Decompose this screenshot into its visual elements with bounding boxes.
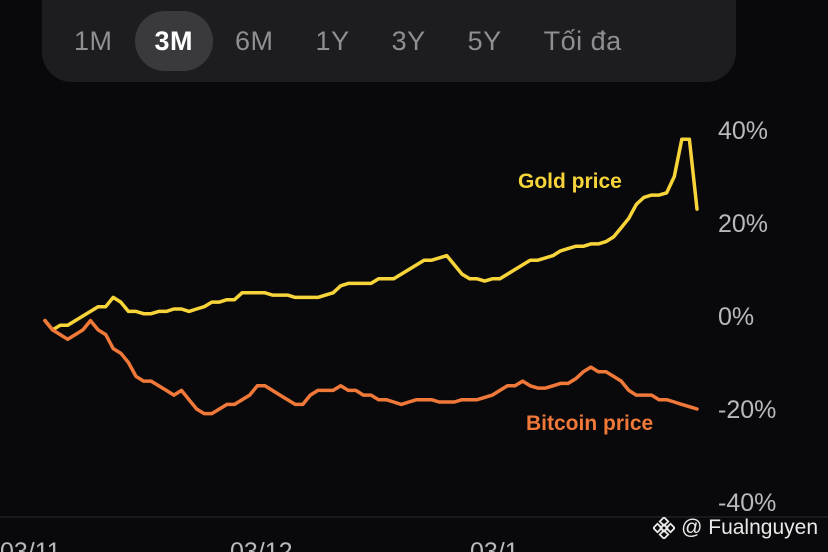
time-range-selector: 1M 3M 6M 1Y 3Y 5Y Tối đa	[42, 0, 736, 82]
annotation-bitcoin-price: Bitcoin price	[526, 412, 653, 435]
watermark: @ Fualnguyen	[653, 516, 818, 540]
y-tick-label: 0%	[718, 303, 754, 331]
binance-logo-icon	[653, 517, 676, 539]
range-tab-3y[interactable]: 3Y	[391, 25, 426, 56]
annotation-gold-price: Gold price	[518, 170, 622, 193]
range-tab-5y[interactable]: 5Y	[467, 25, 502, 56]
series-line-bitcoin-price	[43, 318, 699, 416]
watermark-handle: @ Fualnguyen	[681, 516, 818, 539]
y-tick-label: -20%	[718, 396, 776, 424]
y-tick-label: 40%	[718, 117, 768, 145]
y-tick-label: 20%	[718, 210, 768, 238]
range-tab-1y[interactable]: 1Y	[315, 25, 350, 56]
y-tick-label: -40%	[718, 489, 776, 517]
range-tab-tối-đa[interactable]: Tối đa	[543, 25, 622, 56]
range-tab-3m[interactable]: 3M	[134, 11, 214, 71]
x-tick-label: 03/12	[230, 538, 293, 552]
x-tick-label: 03/1	[470, 538, 519, 552]
x-tick-label: 03/11	[0, 538, 61, 552]
range-tab-1m[interactable]: 1M	[74, 25, 113, 56]
series-line-gold-price	[43, 137, 699, 332]
range-tab-6m[interactable]: 6M	[235, 25, 274, 56]
